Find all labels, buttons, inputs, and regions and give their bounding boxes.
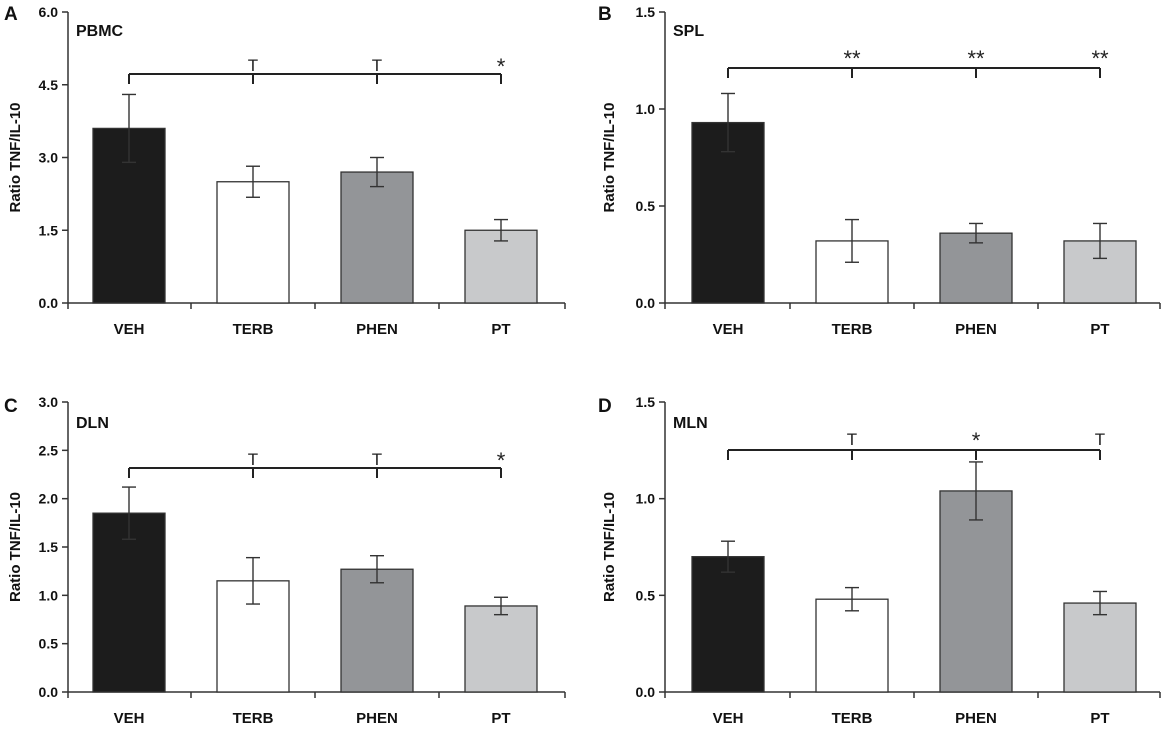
- panel-title: MLN: [673, 415, 708, 432]
- x-tick-label: PHEN: [356, 321, 398, 338]
- significance-marker: T: [248, 56, 258, 75]
- y-tick-label: 1.5: [636, 4, 656, 20]
- bar-pt: [464, 605, 538, 693]
- y-tick-label: 1.0: [636, 101, 656, 117]
- x-tick-label: TERB: [233, 710, 274, 727]
- panel-letter: D: [598, 396, 612, 417]
- chart-panel-b: B SPL Ratio TNF/IL-10 0.0 0.5 1.0 1.5 VEH TERB PH…: [598, 4, 1161, 338]
- panel-letter: C: [4, 396, 18, 417]
- significance-marker: T: [372, 56, 382, 75]
- bar-veh: [92, 512, 166, 693]
- y-tick-label: 1.5: [39, 222, 59, 238]
- panel-title: SPL: [673, 23, 704, 40]
- y-tick-label: 0.0: [636, 684, 656, 700]
- significance-marker: **: [1091, 46, 1109, 71]
- bar-veh: [691, 121, 765, 304]
- y-tick-label: 0.5: [636, 198, 656, 214]
- chart-panel-c: C DLN Ratio TNF/IL-10 0.0 0.5 1.0 1.5 2.0 2.5 3.0…: [4, 394, 566, 727]
- bar-terb: [815, 598, 889, 693]
- x-tick-label: VEH: [114, 710, 145, 727]
- panel-title: PBMC: [76, 23, 124, 40]
- y-tick-label: 2.0: [39, 491, 59, 507]
- panel-letter: A: [4, 4, 18, 25]
- significance-marker: *: [497, 448, 506, 473]
- significance-marker: **: [843, 46, 861, 71]
- bar-veh: [691, 556, 765, 693]
- significance-marker: *: [972, 428, 981, 453]
- significance-marker: *: [497, 54, 506, 79]
- bar-phen: [939, 490, 1013, 693]
- chart-panel-a: A PBMC Ratio TNF/IL-10 0.0 1.5 3.0 4.5 6.0 VEH TE…: [4, 4, 566, 338]
- x-tick-label: PT: [491, 321, 510, 338]
- x-tick-label: TERB: [233, 321, 274, 338]
- x-tick-label: VEH: [713, 321, 744, 338]
- bar-phen: [340, 171, 414, 304]
- y-tick-label: 0.5: [39, 636, 59, 652]
- significance-marker: T: [248, 450, 258, 469]
- x-tick-label: TERB: [832, 710, 873, 727]
- y-tick-label: 1.0: [39, 587, 59, 603]
- bar-phen: [340, 568, 414, 693]
- chart-panel-d: D MLN Ratio TNF/IL-10 0.0 0.5 1.0 1.5 VEH TERB PH…: [598, 394, 1161, 727]
- significance-marker: T: [847, 430, 857, 449]
- y-tick-label: 1.5: [636, 394, 656, 410]
- y-tick-label: 4.5: [39, 77, 59, 93]
- x-tick-label: PT: [491, 710, 510, 727]
- y-tick-label: 1.0: [636, 491, 656, 507]
- panel-letter: B: [598, 4, 612, 25]
- y-axis-label: Ratio TNF/IL-10: [7, 102, 24, 212]
- significance-marker: T: [1095, 430, 1105, 449]
- y-tick-label: 0.0: [39, 295, 59, 311]
- x-tick-label: PT: [1090, 321, 1109, 338]
- significance-marker: T: [372, 450, 382, 469]
- y-axis-label: Ratio TNF/IL-10: [7, 492, 24, 602]
- y-axis-label: Ratio TNF/IL-10: [601, 102, 618, 212]
- x-tick-label: TERB: [832, 321, 873, 338]
- x-tick-label: PT: [1090, 710, 1109, 727]
- panel-title: DLN: [76, 415, 109, 432]
- y-tick-label: 1.5: [39, 539, 59, 555]
- y-tick-label: 2.5: [39, 442, 59, 458]
- bar-pt: [464, 229, 538, 304]
- x-tick-label: VEH: [713, 710, 744, 727]
- y-tick-label: 0.0: [39, 684, 59, 700]
- bar-terb: [216, 181, 290, 304]
- y-tick-label: 3.0: [39, 394, 59, 410]
- x-tick-label: PHEN: [955, 321, 997, 338]
- significance-marker: **: [967, 46, 985, 71]
- y-tick-label: 0.0: [636, 295, 656, 311]
- x-tick-label: PHEN: [356, 710, 398, 727]
- bar-phen: [939, 232, 1013, 304]
- y-axis-label: Ratio TNF/IL-10: [601, 492, 618, 602]
- x-tick-label: VEH: [114, 321, 145, 338]
- x-tick-label: PHEN: [955, 710, 997, 727]
- bar-pt: [1063, 602, 1137, 693]
- y-tick-label: 6.0: [39, 4, 59, 20]
- y-tick-label: 3.0: [39, 150, 59, 166]
- y-tick-label: 0.5: [636, 587, 656, 603]
